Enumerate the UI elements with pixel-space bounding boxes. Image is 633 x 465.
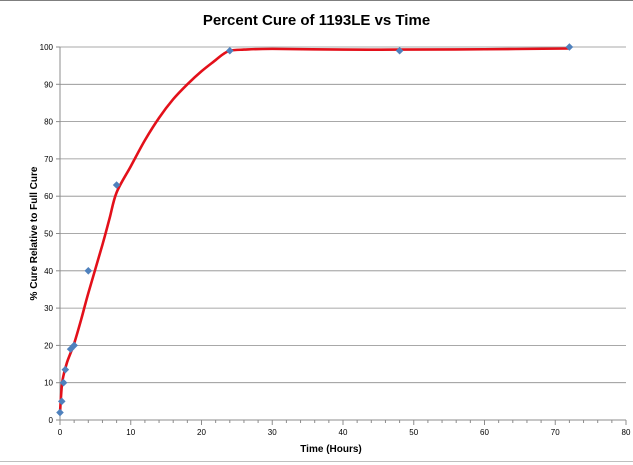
bottom-border-line xyxy=(0,461,633,462)
data-point-marker xyxy=(57,397,66,406)
x-tick-label: 30 xyxy=(268,428,277,437)
data-point-marker xyxy=(70,341,78,350)
y-tick-label: 60 xyxy=(44,192,53,201)
top-border-line xyxy=(0,0,633,1)
y-tick-label: 30 xyxy=(44,304,53,313)
y-tick-label: 80 xyxy=(44,118,53,127)
data-point-marker xyxy=(66,345,75,353)
y-tick-label: 0 xyxy=(49,416,54,425)
data-point-marker xyxy=(112,181,121,189)
x-axis-title: Time (Hours) xyxy=(300,444,362,455)
x-tick-label: 40 xyxy=(339,428,348,437)
trendline-curve xyxy=(58,47,571,414)
data-point-marker xyxy=(395,46,404,55)
y-tick-label: 100 xyxy=(40,43,54,52)
y-tick-label: 70 xyxy=(44,155,53,164)
y-tick-label: 20 xyxy=(44,341,53,350)
x-tick-label: 70 xyxy=(551,428,560,437)
y-tick-label: 50 xyxy=(44,230,53,239)
data-point-marker xyxy=(84,267,93,275)
x-tick-label: 0 xyxy=(58,428,63,437)
data-point-marker xyxy=(59,378,68,387)
y-tick-label: 10 xyxy=(44,379,53,388)
data-point-marker xyxy=(56,408,64,417)
x-tick-label: 10 xyxy=(126,428,135,437)
x-tick-label: 20 xyxy=(197,428,206,437)
data-point-marker xyxy=(226,46,234,55)
chart-title: Percent Cure of 1193LE vs Time xyxy=(202,12,431,29)
x-tick-label: 80 xyxy=(622,428,631,437)
y-tick-label: 90 xyxy=(44,80,53,89)
data-point-marker xyxy=(565,43,574,51)
data-point-marker xyxy=(61,365,70,374)
y-tick-label: 40 xyxy=(44,267,53,276)
y-axis-title: % Cure Relative to Full Cure xyxy=(29,166,40,300)
x-tick-label: 60 xyxy=(480,428,489,437)
x-tick-label: 50 xyxy=(409,428,418,437)
